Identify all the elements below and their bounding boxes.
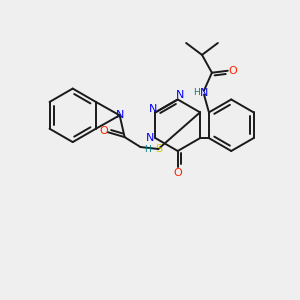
Text: N: N <box>149 104 158 114</box>
Text: N: N <box>116 110 124 120</box>
Text: N: N <box>200 88 208 98</box>
Text: O: O <box>228 66 237 76</box>
Text: H: H <box>193 88 200 97</box>
Text: N: N <box>176 89 184 100</box>
Text: O: O <box>99 126 108 136</box>
Text: S: S <box>156 144 163 154</box>
Text: O: O <box>173 168 182 178</box>
Text: H: H <box>144 145 151 154</box>
Text: N: N <box>146 133 155 143</box>
